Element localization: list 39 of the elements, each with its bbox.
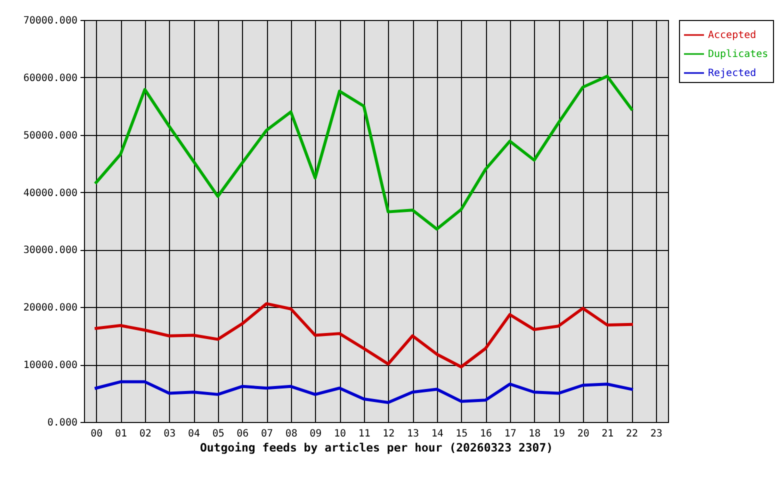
x-tick-label: 05	[212, 428, 224, 440]
x-axis-title: Outgoing feeds by articles per hour (20260323 2307)	[200, 440, 554, 454]
x-tick-label: 02	[139, 428, 152, 440]
y-tick-label: 20000.000	[23, 302, 78, 314]
y-tick-label: 10000.000	[23, 360, 78, 372]
line-series	[94, 302, 633, 368]
x-tick-label: 03	[164, 428, 176, 440]
x-tick-label: 07	[260, 428, 274, 440]
x-tick-label: 11	[358, 428, 370, 440]
x-tick-label: 04	[188, 428, 200, 440]
legend-label: Duplicates	[708, 49, 768, 60]
x-tick-label: 12	[382, 428, 395, 440]
x-tick-label: 15	[456, 428, 468, 440]
x-tick-label: 18	[528, 428, 541, 440]
y-tick-label: 30000.000	[23, 245, 78, 256]
x-tick-label: 06	[236, 428, 249, 440]
x-tick-label: 09	[310, 428, 322, 440]
x-tick-label: 20	[577, 428, 590, 440]
legend-label: Rejected	[708, 68, 756, 79]
x-tick-label: 22	[626, 428, 638, 440]
x-tick-label: 14	[431, 428, 444, 440]
x-tick-label: 13	[406, 428, 420, 440]
y-tick-label: 70000.000	[23, 16, 78, 26]
x-tick-label: 23	[650, 428, 662, 440]
y-tick-label: 50000.000	[23, 130, 78, 142]
y-tick-label: 0.000	[47, 418, 78, 428]
x-tick-label: 17	[504, 428, 516, 440]
legend-label: Accepted	[708, 30, 756, 41]
x-tick-label: 08	[285, 428, 298, 440]
x-tick-label: 16	[480, 428, 492, 440]
line-series	[94, 74, 633, 231]
x-tick-label: 19	[552, 428, 566, 440]
x-tick-label: 01	[114, 428, 128, 440]
line-series	[94, 380, 633, 404]
x-tick-label: 10	[334, 428, 346, 440]
x-tick-label: 00	[90, 428, 103, 440]
x-tick-label: 21	[602, 428, 614, 440]
y-tick-label: 40000.000	[23, 188, 78, 199]
y-tick-label: 60000.000	[23, 72, 78, 84]
